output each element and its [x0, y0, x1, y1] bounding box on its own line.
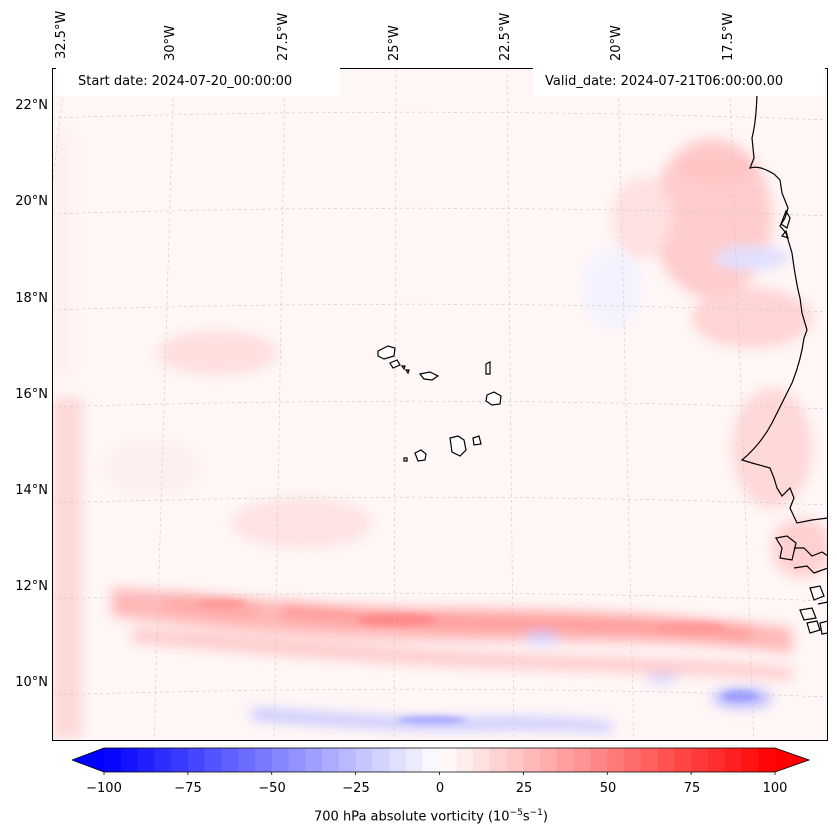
cbar-tick-8: 100 — [762, 781, 788, 796]
colorbar-segment — [741, 748, 759, 772]
colorbar-segment — [120, 748, 139, 772]
graticule — [52, 68, 828, 741]
colorbar-segment — [590, 748, 608, 772]
colorbar-segment — [154, 748, 172, 772]
cbar-tick-0: −100 — [86, 781, 122, 796]
lat-label-14n: 14°N — [15, 483, 48, 498]
colorbar-segment — [640, 748, 659, 772]
cbar-tick-5: 25 — [515, 781, 533, 796]
cbar-tick-4: 0 — [435, 781, 445, 796]
cbar-tick-6: 50 — [599, 781, 617, 796]
colorbar-segment — [489, 748, 508, 772]
colorbar-segment — [104, 748, 122, 772]
colorbar-extend-high — [775, 748, 809, 772]
colorbar-segment — [707, 748, 726, 772]
colorbar-segment — [473, 748, 491, 772]
colorbar-segment — [607, 748, 625, 772]
lat-label-22n: 22°N — [15, 98, 48, 113]
colorbar-segment — [338, 748, 357, 772]
lat-label-12n: 12°N — [15, 579, 48, 594]
lon-label-20w: 20°W — [609, 25, 624, 61]
colorbar-segment — [137, 748, 155, 772]
colorbar-segment — [758, 748, 776, 772]
colorbar-segment — [305, 748, 323, 772]
valid-date-label: Valid_date: 2024-07-21T06:00:00.00 — [533, 68, 825, 96]
colorbar-extend-low — [72, 748, 104, 772]
lon-label-17-5w: 17.5°W — [721, 12, 736, 61]
colorbar-label: 700 hPa absolute vorticity (10−5s−1) — [314, 808, 548, 825]
coastline — [740, 68, 828, 635]
lon-label-22-5w: 22.5°W — [498, 12, 513, 61]
colorbar-segment — [254, 748, 273, 772]
colorbar — [72, 747, 810, 775]
colorbar-segment — [573, 748, 591, 772]
colorbar-segment — [674, 748, 692, 772]
start-date-label: Start date: 2024-07-20_00:00:00 — [56, 68, 340, 96]
lat-label-16n: 16°N — [15, 387, 48, 402]
colorbar-segment — [422, 748, 440, 772]
colorbar-segment — [540, 748, 558, 772]
lon-label-27-5w: 27.5°W — [276, 12, 291, 61]
cbar-tick-3: −25 — [342, 781, 370, 796]
colorbar-segment — [187, 748, 206, 772]
cbar-tick-2: −50 — [258, 781, 286, 796]
colorbar-segment — [372, 748, 390, 772]
colorbar-segment — [271, 748, 290, 772]
colorbar-segment — [389, 748, 407, 772]
colorbar-segment — [238, 748, 256, 772]
colorbar-segment — [355, 748, 373, 772]
lon-label-32-5w: 32.5°W — [54, 10, 69, 59]
cape-verde-islands — [377, 345, 502, 462]
colorbar-segment — [288, 748, 306, 772]
colorbar-segment — [691, 748, 709, 772]
cbar-tick-1: −75 — [174, 781, 202, 796]
colorbar-segment — [624, 748, 642, 772]
colorbar-segment — [221, 748, 239, 772]
colorbar-segment — [523, 748, 541, 772]
vorticity-map — [52, 68, 828, 741]
cbar-tick-7: 75 — [683, 781, 701, 796]
colorbar-segment — [724, 748, 742, 772]
colorbar-segment — [657, 748, 675, 772]
colorbar-segment — [556, 748, 575, 772]
lon-label-30w: 30°W — [163, 25, 178, 61]
colorbar-segment — [405, 748, 424, 772]
lat-label-18n: 18°N — [15, 291, 48, 306]
lon-label-25w: 25°W — [387, 25, 402, 61]
colorbar-segment — [204, 748, 222, 772]
colorbar-segment — [506, 748, 524, 772]
colorbar-segment — [456, 748, 474, 772]
vorticity-field — [52, 128, 828, 738]
lat-label-10n: 10°N — [15, 675, 48, 690]
colorbar-segment — [439, 748, 457, 772]
lat-label-20n: 20°N — [15, 194, 48, 209]
colorbar-segment — [322, 748, 340, 772]
colorbar-segment — [171, 748, 189, 772]
